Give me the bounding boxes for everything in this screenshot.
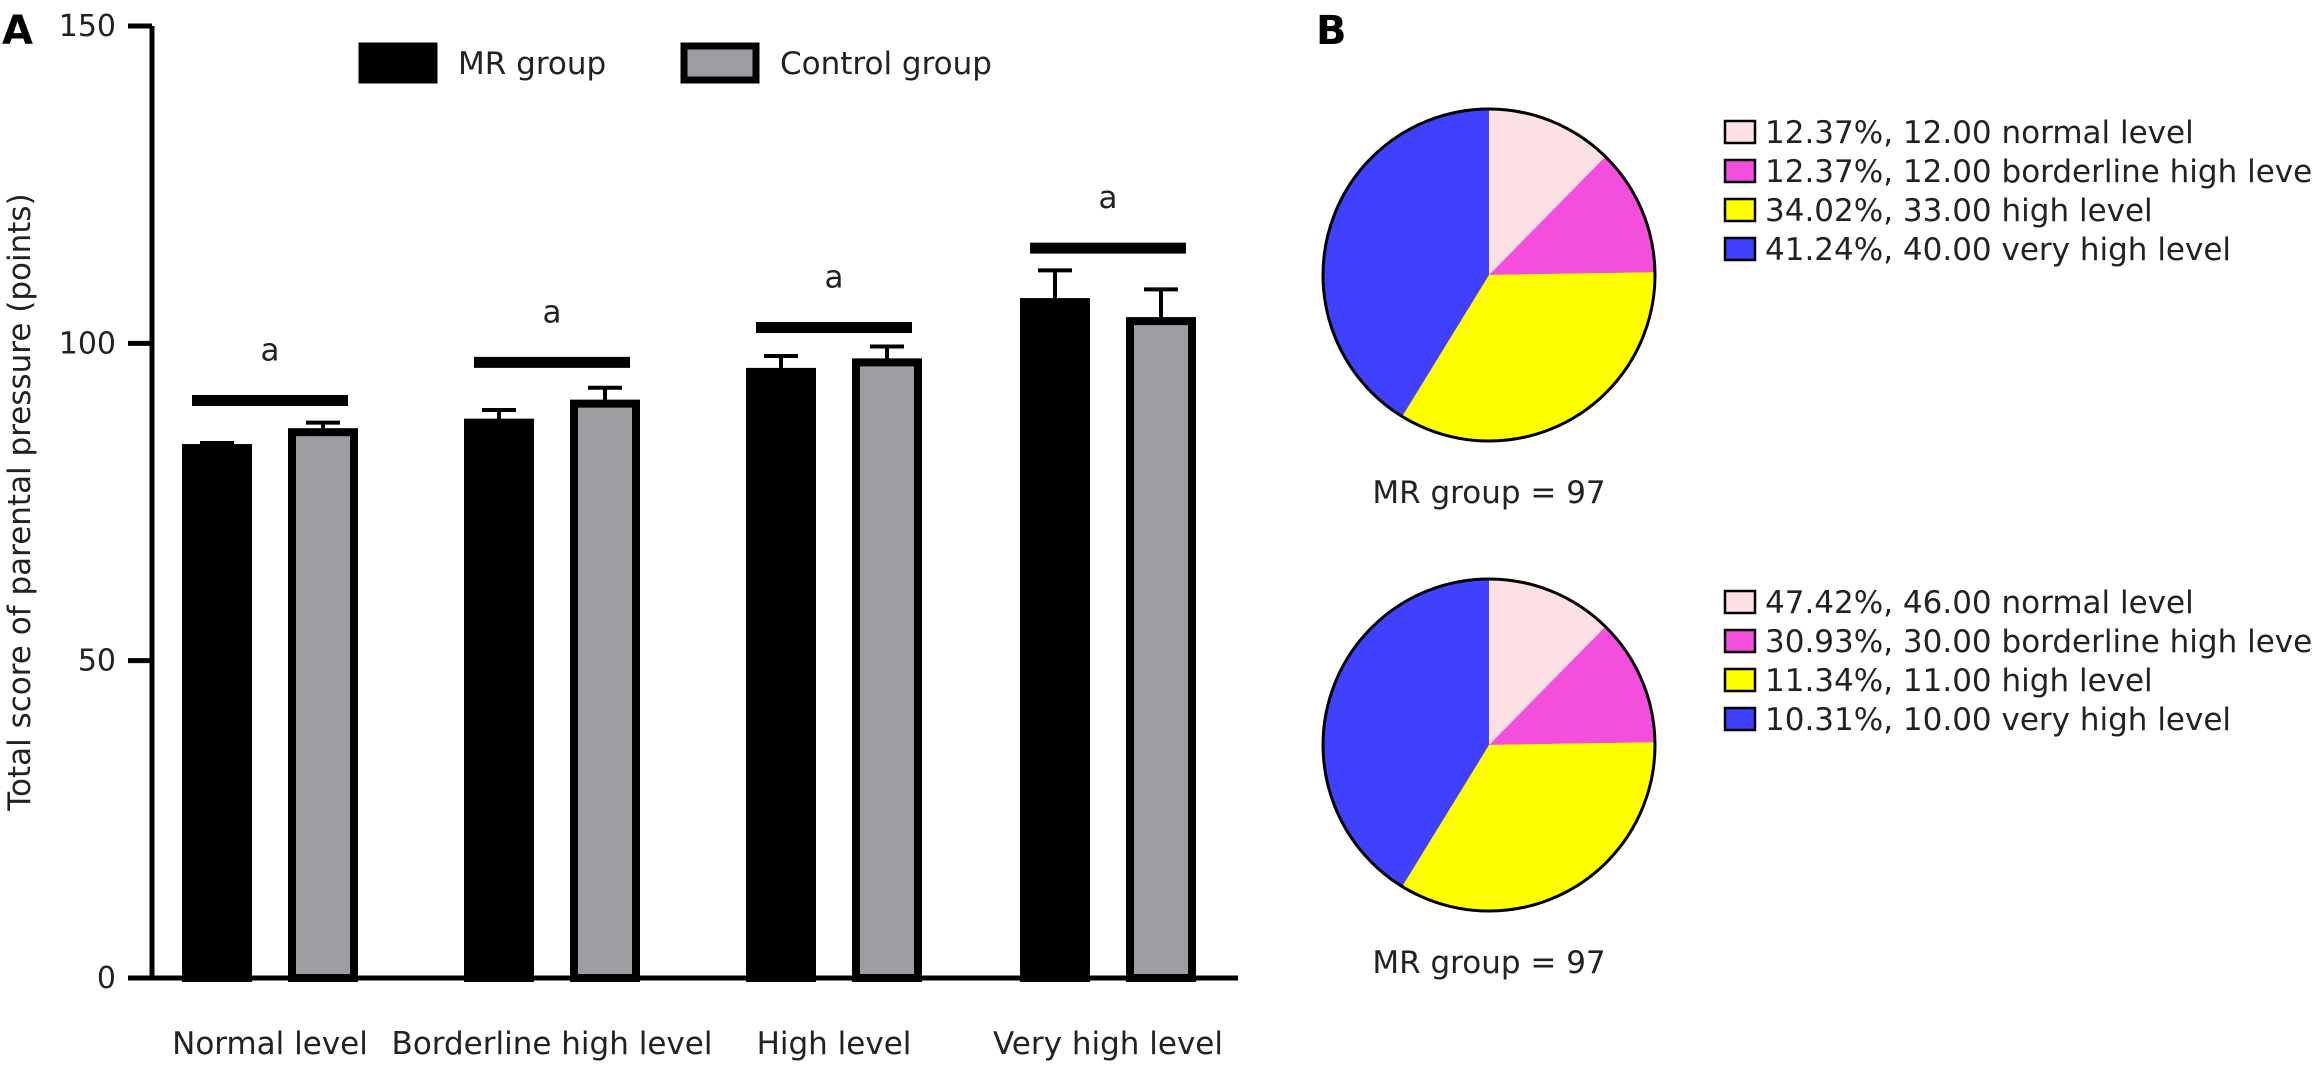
pie-slice-1 (1489, 156, 1655, 275)
legend-label: Control group (780, 46, 992, 82)
bar-control-0 (288, 428, 358, 983)
significance-label: a (1099, 180, 1118, 216)
pie-legend-label: 34.02%, 33.00 high level (1765, 193, 2153, 229)
pie-legend-swatch (1723, 197, 1757, 223)
pie-chart-top: MR group = 97 12.37%, 12.00 normal level1… (1321, 107, 2314, 511)
bar-chart: 0 50 100 150 Total score of parental pressur… (2, 9, 1238, 1062)
significance-label: a (825, 259, 844, 295)
bar-mr-1 (464, 418, 534, 982)
significance-label: a (543, 294, 562, 330)
x-tick-label: High level (757, 1026, 912, 1062)
legend-swatch (680, 42, 760, 84)
pie-legend-swatch (1723, 706, 1757, 732)
pie-legend-swatch (1723, 589, 1757, 615)
pie-legend-label: 47.42%, 46.00 normal level (1765, 585, 2194, 621)
pie-chart-bottom: MR group = 97 47.42%, 46.00 normal level3… (1321, 577, 2314, 981)
bar-mr-2 (746, 367, 816, 983)
legend-swatch (358, 42, 438, 84)
pie-slice-3 (1323, 579, 1489, 887)
pie-outline (1321, 577, 1657, 913)
pie-legend-label: 10.31%, 10.00 very high level (1765, 702, 2231, 738)
pie-outline (1321, 107, 1657, 443)
x-tick-label: Very high level (993, 1026, 1223, 1062)
pie-legend-label: 12.37%, 12.00 borderline high level (1765, 154, 2314, 190)
y-axis-label: Total score of parental pressure (points… (2, 193, 38, 811)
pie-slice-3 (1323, 109, 1489, 417)
pie-slice-0 (1489, 579, 1606, 745)
bar-control-2 (852, 358, 922, 982)
panel-b-letter: B (1316, 8, 1347, 54)
x-tick-label: Borderline high level (392, 1026, 713, 1062)
legend-label: MR group (458, 46, 606, 82)
pie-legend-label: 41.24%, 40.00 very high level (1765, 232, 2231, 268)
pie-caption: MR group = 97 (1372, 945, 1605, 981)
bar-control-1 (570, 399, 640, 983)
pie-legend-label: 11.34%, 11.00 high level (1765, 663, 2153, 699)
pie-legend-label: 30.93%, 30.00 borderline high level (1765, 624, 2314, 660)
pie-legend-swatch (1723, 667, 1757, 693)
significance-label: a (261, 332, 280, 368)
panel-a-letter: A (2, 8, 33, 54)
pie-slice-2 (1402, 742, 1656, 912)
pie-legend-swatch (1723, 119, 1757, 145)
bar-mr-0 (182, 444, 252, 982)
bar-control-3 (1126, 317, 1196, 982)
pie-slice-1 (1489, 626, 1655, 745)
pie-slice-2 (1402, 272, 1655, 441)
y-tick-label: 0 (97, 961, 116, 996)
pie-slice-0 (1489, 109, 1606, 275)
y-tick-label: 100 (59, 326, 116, 361)
y-tick-label: 50 (78, 644, 116, 679)
y-tick-label: 150 (59, 9, 116, 44)
pie-legend-swatch (1723, 158, 1757, 184)
pie-legend-label: 12.37%, 12.00 normal level (1765, 115, 2194, 151)
bar-mr-3 (1020, 298, 1090, 982)
pie-legend-swatch (1723, 628, 1757, 654)
x-tick-label: Normal level (172, 1026, 368, 1062)
pie-caption: MR group = 97 (1372, 475, 1605, 511)
pie-legend-swatch (1723, 236, 1757, 262)
